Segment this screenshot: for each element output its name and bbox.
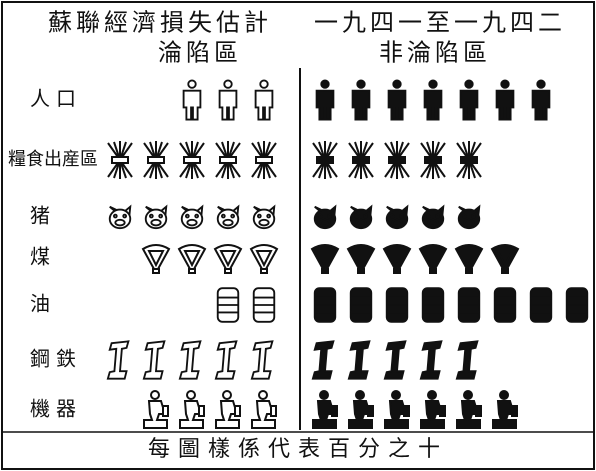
icon [348, 390, 374, 429]
icon [254, 79, 274, 121]
icon [492, 390, 518, 429]
icon-row [312, 390, 518, 429]
icon-row [315, 79, 551, 121]
icon [311, 340, 335, 380]
icon-row [313, 205, 481, 230]
row-label: 猪 [30, 204, 56, 228]
icon [108, 205, 132, 230]
row-label: 人口 [30, 87, 82, 111]
row-label: 機器 [30, 397, 82, 421]
icon [456, 390, 482, 429]
icon [312, 390, 338, 429]
icon [250, 244, 278, 274]
icon [459, 79, 479, 121]
icon-row [311, 340, 479, 380]
icon [106, 340, 130, 380]
icon [457, 287, 481, 323]
footnote: 每圖樣係代表百分之十 [148, 437, 448, 462]
row-label: 油 [30, 292, 56, 316]
icon [178, 340, 202, 380]
icon [250, 140, 278, 180]
icon [495, 79, 515, 121]
icon [182, 79, 202, 121]
icon [385, 205, 409, 230]
icon [351, 79, 371, 121]
icon [529, 287, 553, 323]
icon [383, 244, 411, 274]
icon [142, 340, 166, 380]
icon [214, 140, 242, 180]
icon [144, 205, 168, 230]
icon [313, 287, 337, 323]
icon [178, 140, 206, 180]
icon-row [108, 205, 276, 230]
icon [252, 287, 276, 323]
icon [383, 140, 411, 180]
legend-label: 非淪陷區 [379, 39, 491, 67]
icon [180, 205, 204, 230]
icon [385, 287, 409, 323]
icon [142, 140, 170, 180]
icon [218, 79, 238, 121]
icon-row [142, 244, 278, 274]
icon [423, 79, 443, 121]
icon [419, 140, 447, 180]
icon-row [182, 79, 274, 121]
icon [179, 390, 205, 429]
icon [214, 244, 242, 274]
icon-row [106, 340, 274, 380]
icon [491, 244, 519, 274]
icon [421, 205, 445, 230]
icon [420, 390, 446, 429]
chart-title: 蘇聯經濟損失估計 [48, 9, 272, 37]
icon [251, 390, 277, 429]
icon [384, 390, 410, 429]
icon [387, 79, 407, 121]
row-label: 煤 [30, 245, 56, 269]
chart-subtitle: 一九四一至一九四二 [314, 9, 566, 37]
icon [214, 340, 238, 380]
icon [143, 390, 169, 429]
icon [347, 140, 375, 180]
icon [493, 287, 517, 323]
icon [419, 244, 447, 274]
icon [347, 340, 371, 380]
icon [311, 244, 339, 274]
icon [313, 205, 337, 230]
row-label: 鋼鉄 [30, 347, 82, 371]
icon [315, 79, 335, 121]
icon [311, 140, 339, 180]
icon-row [311, 140, 483, 180]
legend-label: 淪陷區 [158, 39, 242, 67]
icon-row [313, 287, 589, 323]
icon [349, 287, 373, 323]
row-label: 糧食出産區 [8, 149, 98, 170]
icon [455, 340, 479, 380]
icon [347, 244, 375, 274]
icon [215, 390, 241, 429]
icon [455, 244, 483, 274]
icon [419, 340, 443, 380]
icon [531, 79, 551, 121]
icon [252, 205, 276, 230]
icon [250, 340, 274, 380]
icon-row [106, 140, 278, 180]
icon [457, 205, 481, 230]
icon [383, 340, 407, 380]
icon [565, 287, 589, 323]
icon [216, 287, 240, 323]
icon [455, 140, 483, 180]
icon-row [216, 287, 276, 323]
icon [349, 205, 373, 230]
icon-row [311, 244, 519, 274]
icon [142, 244, 170, 274]
icon [106, 140, 134, 180]
icon-row [143, 390, 277, 429]
icon [216, 205, 240, 230]
icon [178, 244, 206, 274]
icon [421, 287, 445, 323]
